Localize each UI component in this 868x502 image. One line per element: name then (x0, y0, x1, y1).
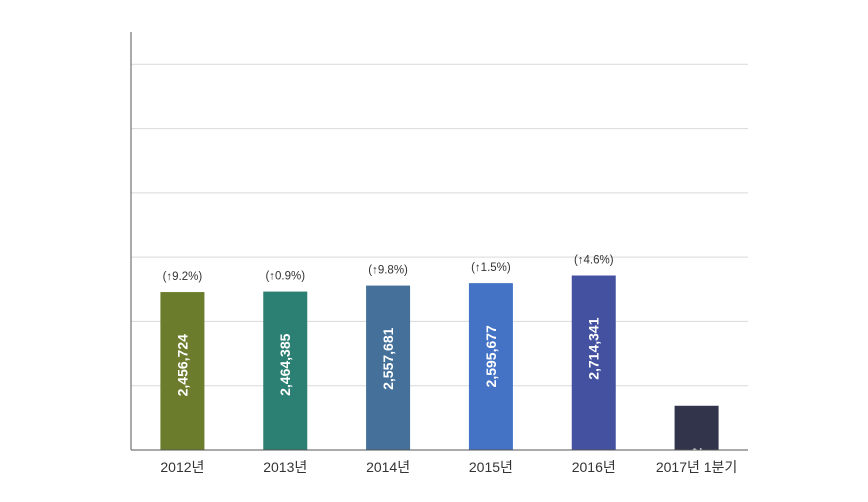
growth-rate-label: (↑0.9%) (265, 271, 305, 283)
bars (160, 275, 719, 450)
growth-labels: (↑9.2%) (↑0.9%) (↑9.8%) (↑1.5%) (↑4.6%) (163, 255, 614, 284)
bar (366, 285, 411, 450)
bar-value-label: 2,456,724 (174, 334, 190, 396)
x-tick-label: 2012년 (160, 459, 204, 475)
bar (674, 405, 719, 450)
bar-value-label: 2,464,385 (277, 333, 293, 395)
bar (571, 275, 616, 450)
gridlines (131, 63, 748, 387)
bar-value-label: 688,042 (689, 448, 705, 499)
growth-rate-label: (↑1.5%) (471, 262, 511, 274)
growth-rate-label: (↑4.6%) (574, 255, 614, 267)
bar (160, 292, 205, 450)
growth-rate-label: (↑9.2%) (163, 271, 203, 283)
x-tick-label: 2014년 (366, 459, 410, 475)
bar-value-label: 2,714,341 (586, 317, 602, 379)
x-tick-label: 2013년 (263, 459, 307, 475)
value-labels: 2,456,724 2,464,385 2,557,681 2,595,677 2,71… (174, 317, 704, 498)
bar-value-label: 2,557,681 (380, 327, 396, 389)
x-tick-label: 2016년 (572, 459, 616, 475)
x-tick-label: 2015년 (469, 459, 513, 475)
x-axis-tick-labels: 2012년 2013년 2014년 2015년 2016년 2017년 1분기 (160, 459, 737, 475)
bar-value-label: 2,595,677 (483, 325, 499, 387)
x-tick-label: 2017년 1분기 (656, 459, 737, 475)
bar (263, 291, 308, 450)
bar (468, 283, 513, 450)
growth-rate-label: (↑9.8%) (368, 265, 408, 277)
